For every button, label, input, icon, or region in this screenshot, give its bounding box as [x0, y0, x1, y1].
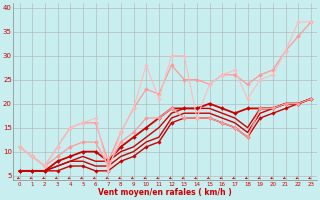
- X-axis label: Vent moyen/en rafales ( km/h ): Vent moyen/en rafales ( km/h ): [98, 188, 232, 197]
